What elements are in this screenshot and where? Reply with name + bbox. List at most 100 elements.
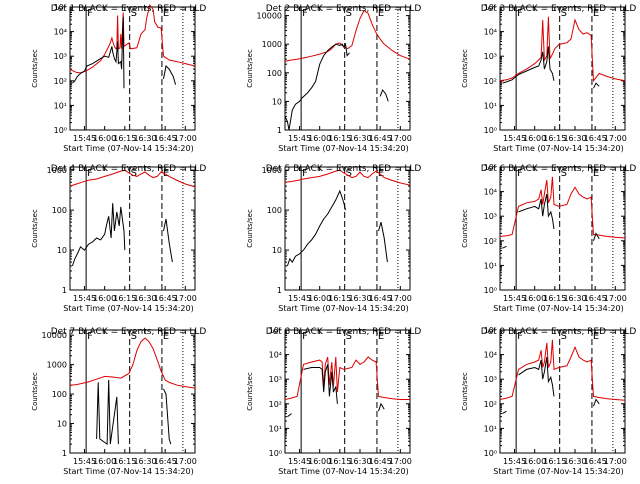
x-tick-label: 16:30: [563, 294, 586, 303]
x-tick-label: 16:15: [113, 457, 136, 466]
y-tick-label: 10²: [54, 77, 67, 86]
series-events-line: [72, 16, 125, 89]
x-tick-label: 16:45: [584, 294, 607, 303]
plot-frame: [499, 6, 626, 131]
y-tick-label: 100: [267, 206, 282, 215]
marker-label: F: [302, 168, 308, 179]
y-tick-label: 10⁰: [484, 449, 497, 458]
x-tick-label: 16:15: [113, 294, 136, 303]
y-tick-label: 10³: [484, 375, 497, 384]
x-axis-label: Start Time (07-Nov-14 15:34:20): [63, 144, 193, 153]
detector-panel-6: F S E 10⁰ 10¹ 10² 10³ 10⁴ 10⁵ 15:4516:0016:1516:3…: [461, 163, 636, 313]
y-tick-label: 10³: [269, 375, 282, 384]
x-tick-label: 16:15: [543, 457, 566, 466]
x-tick-label: 16:15: [543, 294, 566, 303]
y-tick-label: 10²: [484, 400, 497, 409]
y-tick-label: 10⁰: [269, 449, 282, 458]
x-tick-label: 16:30: [348, 134, 371, 143]
x-tick-label: 16:30: [133, 294, 156, 303]
panel-title: Det 5 BLACK = Events, RED = LLD: [266, 164, 422, 174]
detector-panel-5: F S E 1 10 100 1000 15:4516:0016:1516:3016:4517…: [246, 164, 421, 313]
marker-label: S: [561, 331, 567, 342]
x-tick-label: 16:45: [369, 457, 392, 466]
panel-title: Det 7 BLACK = Events, RED = LLD: [51, 327, 207, 337]
plot-frame: [69, 6, 196, 131]
x-tick-label: 16:15: [543, 134, 566, 143]
x-tick-label: 16:30: [563, 457, 586, 466]
x-tick-label: 15:45: [73, 134, 96, 143]
y-tick-label: 10⁵: [484, 326, 497, 335]
y-tick-label: 10⁰: [484, 286, 497, 295]
series-events-line: [96, 379, 119, 446]
x-tick-label: 16:30: [348, 457, 371, 466]
y-tick-label: 10³: [54, 52, 67, 61]
x-axis-label: Start Time (07-Nov-14 15:34:20): [278, 304, 408, 313]
marker-label: E: [593, 8, 599, 19]
series-lld-line: [69, 3, 196, 74]
y-tick-label: 10²: [484, 237, 497, 246]
y-tick-label: 100: [52, 206, 67, 215]
marker-label: F: [302, 331, 308, 342]
x-tick-label: 15:45: [503, 134, 526, 143]
x-tick-label: 15:45: [288, 134, 311, 143]
detector-panel-1: F S E 10⁰ 10¹ 10² 10³ 10⁴ 10⁵ 15:4516:0016:1516:3…: [31, 3, 206, 153]
marker-label: F: [517, 8, 523, 19]
y-tick-label: 10³: [484, 212, 497, 221]
x-tick-label: 15:45: [73, 294, 96, 303]
x-tick-label: 16:45: [154, 134, 177, 143]
y-tick-label: 1000: [47, 361, 67, 370]
x-tick-label: 16:00: [93, 457, 116, 466]
x-tick-label: 16:45: [154, 294, 177, 303]
y-tick-label: 10000: [257, 12, 282, 21]
y-tick-label: 10000: [42, 331, 67, 340]
y-tick-label: 10: [272, 97, 282, 106]
x-axis-label: Start Time (07-Nov-14 15:34:20): [493, 467, 623, 476]
y-axis-label: Counts/sec: [246, 372, 254, 411]
marker-label: S: [346, 168, 352, 179]
x-axis-label: Start Time (07-Nov-14 15:34:20): [63, 304, 193, 313]
x-tick-label: 17:00: [174, 294, 197, 303]
y-tick-label: 10¹: [484, 101, 497, 110]
x-tick-label: 15:45: [503, 294, 526, 303]
x-tick-label: 16:15: [328, 457, 351, 466]
panel-title: Det 9 BLACK = Events, RED = LLD: [481, 327, 637, 337]
series-lld-line: [499, 339, 626, 401]
x-tick-label: 16:30: [348, 294, 371, 303]
x-tick-label: 15:45: [503, 457, 526, 466]
marker-label: E: [163, 168, 169, 179]
series-events-line: [378, 402, 385, 412]
detector-panel-2: F S E 1 10 100 1000 10000 15:4516:0016:1516:3016…: [246, 4, 421, 153]
x-tick-label: 17:00: [389, 294, 412, 303]
plot-frame: [499, 166, 626, 291]
y-axis-label: Counts/sec: [246, 209, 254, 248]
x-tick-label: 16:00: [93, 134, 116, 143]
x-tick-label: 16:00: [308, 134, 331, 143]
marker-label: S: [561, 168, 567, 179]
x-tick-label: 15:45: [288, 294, 311, 303]
y-tick-label: 10⁵: [484, 163, 497, 172]
series-events-line: [518, 193, 555, 230]
series-lld-line: [499, 16, 626, 83]
x-tick-label: 16:00: [523, 457, 546, 466]
marker-label: F: [87, 168, 93, 179]
y-tick-label: 10²: [484, 77, 497, 86]
y-axis-label: Counts/sec: [461, 209, 469, 248]
x-tick-label: 16:00: [308, 294, 331, 303]
y-tick-label: 10⁰: [54, 126, 67, 135]
y-tick-label: 10⁵: [484, 3, 497, 12]
marker-label: S: [131, 8, 137, 19]
marker-label: E: [163, 331, 169, 342]
series-lld-line: [69, 337, 196, 389]
x-tick-label: 16:45: [584, 134, 607, 143]
marker-label: F: [302, 8, 308, 19]
panel-title: Det 3 BLACK = Events, RED = LLD: [481, 4, 637, 14]
y-tick-label: 1: [62, 449, 67, 458]
marker-label: F: [87, 8, 93, 19]
y-tick-label: 100: [267, 69, 282, 78]
series-events-line: [163, 64, 177, 85]
x-axis-label: Start Time (07-Nov-14 15:34:20): [63, 467, 193, 476]
panel-title: Det 2 BLACK = Events, RED = LLD: [266, 4, 422, 14]
x-tick-label: 16:00: [93, 294, 116, 303]
y-tick-label: 10²: [269, 400, 282, 409]
plot-frame: [499, 329, 626, 454]
